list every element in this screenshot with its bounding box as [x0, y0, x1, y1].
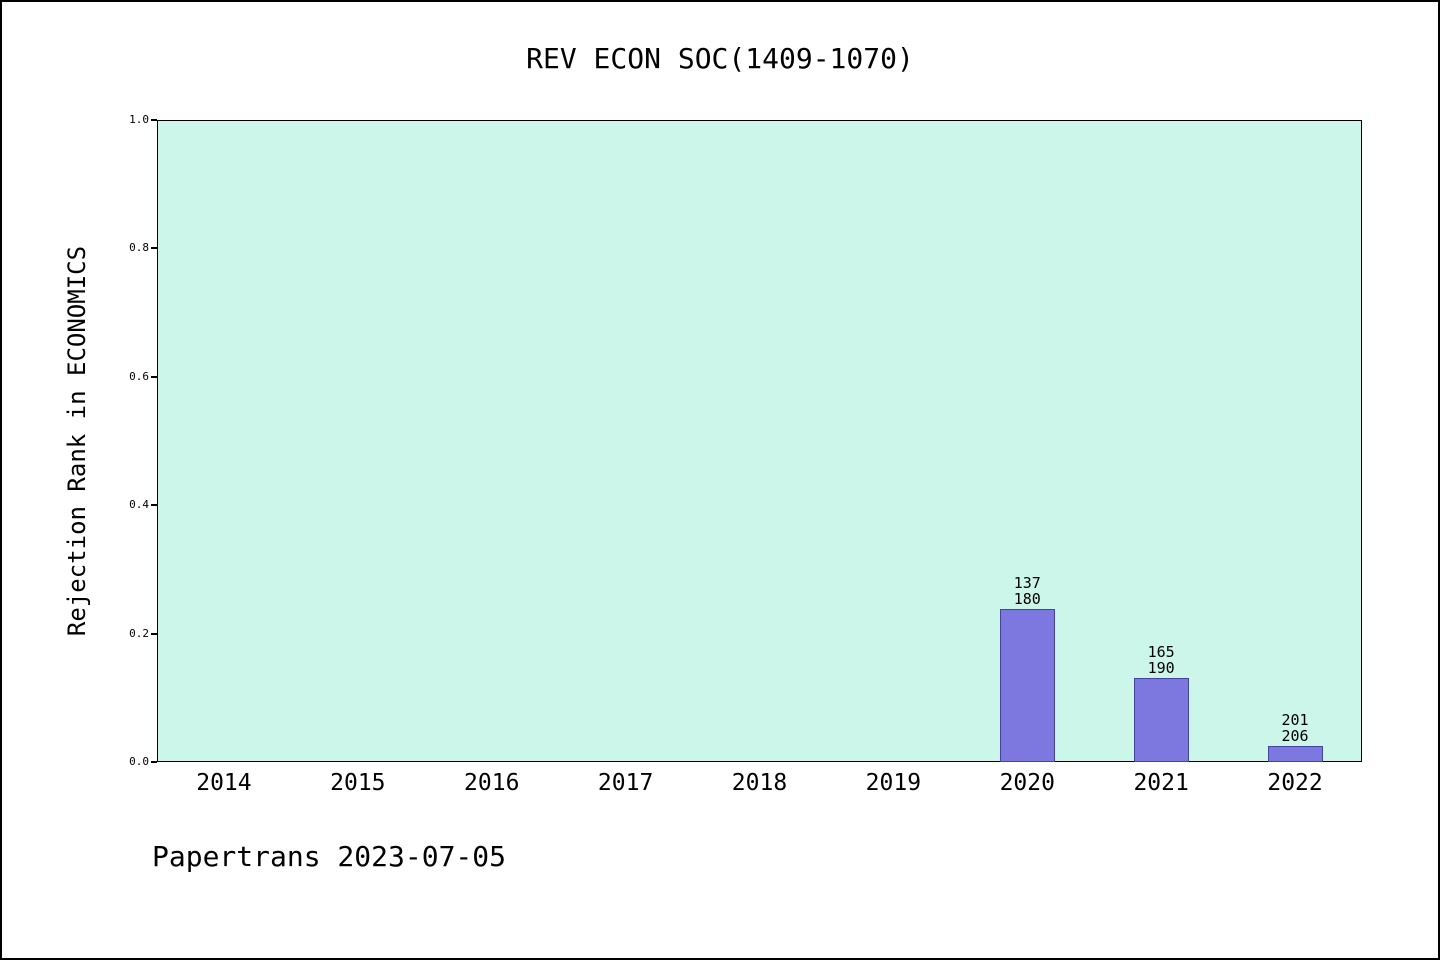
y-tick-mark [151, 375, 157, 378]
y-tick-mark [151, 504, 157, 507]
bar-value-line: 165 [1147, 642, 1175, 661]
y-tick-label: 0.0 [129, 755, 149, 768]
x-tick-label: 2018 [731, 770, 788, 796]
bar-value-line: 206 [1281, 727, 1309, 746]
bar [999, 608, 1055, 762]
x-tick-label: 2016 [464, 770, 520, 796]
x-tick-label: 2022 [1267, 770, 1323, 796]
x-tick-label: 2015 [330, 770, 386, 796]
bar-value-label: 137 180 [1014, 575, 1041, 607]
bar-value-line: 190 [1147, 658, 1175, 677]
y-tick-label: 0.8 [129, 241, 149, 255]
y-tick-mark [151, 761, 157, 763]
bar-value-line: 201 [1281, 711, 1309, 730]
y-tick-label: 0.4 [129, 498, 149, 512]
bar-value-line: 180 [1013, 589, 1041, 608]
y-tick-mark [151, 247, 157, 250]
x-tick-label: 2020 [999, 770, 1055, 796]
footer-text: Papertrans 2023-07-05 [152, 840, 507, 873]
y-tick-mark [151, 119, 157, 121]
y-tick-label: 0.6 [129, 369, 149, 383]
bar [1267, 746, 1323, 762]
x-tick-label: 2017 [597, 770, 654, 796]
bar-value-label: 201 206 [1282, 712, 1309, 744]
bar [1133, 677, 1189, 762]
x-tick-label: 2021 [1133, 770, 1189, 796]
bar-value-line: 137 [1013, 573, 1041, 592]
y-axis-title: Rejection Rank in ECONOMICS [63, 245, 91, 637]
x-tick-label: 2019 [865, 770, 922, 796]
y-tick-mark [151, 632, 157, 635]
chart-title: REV ECON SOC(1409-1070) [526, 42, 914, 75]
x-tick-label: 2014 [196, 770, 252, 796]
y-tick-label: 0.2 [129, 626, 149, 640]
bar-value-label: 165 190 [1148, 644, 1175, 676]
plot-area [157, 120, 1362, 762]
y-tick-label: 1.0 [129, 113, 149, 126]
